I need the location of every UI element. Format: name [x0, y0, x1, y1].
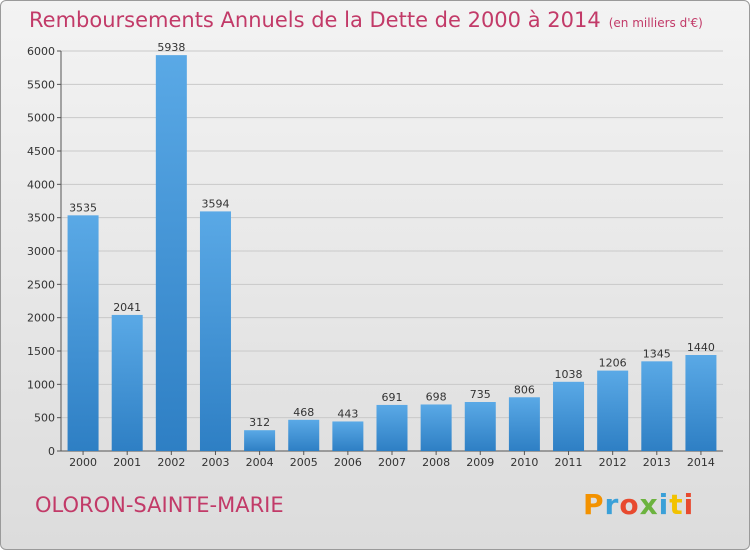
data-label-2008: 698: [426, 390, 447, 403]
axes: 0 500 1000 1500 2000 2500 3000 3500 4000 4500 5000…: [27, 45, 723, 469]
bar-2001: [111, 314, 143, 451]
x-tick-label: 2002: [157, 456, 185, 469]
y-tick-label: 5500: [27, 78, 55, 91]
y-tick-label: 4000: [27, 178, 55, 191]
data-label-2006: 443: [337, 407, 358, 420]
logo-letter: t: [669, 488, 684, 521]
bar-2013: [641, 361, 673, 451]
x-tick-label: 2007: [378, 456, 406, 469]
y-tick-label: 6000: [27, 45, 55, 58]
x-tick-label: 2004: [246, 456, 274, 469]
y-tick-label: 5000: [27, 112, 55, 125]
bar-2012: [597, 370, 629, 451]
x-tick-label: 2012: [599, 456, 627, 469]
data-label-2011: 1038: [555, 368, 583, 381]
bar-2002: [155, 55, 187, 452]
data-label-2010: 806: [514, 383, 535, 396]
bar-2003: [199, 211, 231, 451]
x-tick-label: 2014: [687, 456, 715, 469]
chart-title-text: Remboursements Annuels de la Dette de 20…: [29, 8, 601, 32]
bar-2008: [420, 404, 452, 451]
logo-letter: P: [583, 488, 605, 521]
chart-title: Remboursements Annuels de la Dette de 20…: [29, 8, 703, 32]
data-label-2013: 1345: [643, 347, 671, 360]
data-label-2003: 3594: [201, 197, 229, 210]
bar-2011: [553, 381, 585, 451]
logo-letter: o: [619, 488, 640, 521]
logo-letter: r: [604, 488, 620, 521]
data-label-2014: 1440: [687, 341, 715, 354]
bar-2007: [376, 404, 408, 451]
y-tick-label: 500: [34, 412, 55, 425]
y-tick-label: 2500: [27, 278, 55, 291]
data-label-2009: 735: [470, 388, 491, 401]
city-name: OLORON-SAINTE-MARIE: [35, 493, 284, 517]
y-tick-label: 1500: [27, 345, 55, 358]
chart-subtitle: (en milliers d'€): [608, 16, 703, 30]
bar-2006: [332, 421, 364, 451]
x-tick-label: 2010: [510, 456, 538, 469]
bars: [67, 55, 717, 452]
proxiti-logo: Proxiti: [583, 488, 694, 521]
logo-letter: i: [658, 488, 670, 521]
x-tick-label: 2000: [69, 456, 97, 469]
x-tick-label: 2009: [466, 456, 494, 469]
data-label-2004: 312: [249, 416, 270, 429]
bar-2014: [685, 355, 717, 451]
y-tick-label: 1000: [27, 378, 55, 391]
data-labels: 3535 2041 5938 3594 312 468 443 691 698 735 806 103…: [69, 41, 715, 429]
bar-2009: [464, 402, 496, 451]
bar-2004: [244, 430, 276, 451]
bar-2005: [288, 419, 320, 451]
y-tick-label: 2000: [27, 312, 55, 325]
data-label-2007: 691: [382, 391, 403, 404]
logo-letter: x: [639, 488, 659, 521]
y-tick-label: 3000: [27, 245, 55, 258]
y-tick-label: 0: [48, 445, 55, 458]
bar-2010: [508, 397, 540, 451]
data-label-2012: 1206: [599, 357, 627, 370]
logo-letter: i: [683, 488, 695, 521]
x-tick-label: 2008: [422, 456, 450, 469]
data-label-2000: 3535: [69, 201, 97, 214]
x-tick-label: 2003: [201, 456, 229, 469]
x-tick-label: 2011: [555, 456, 583, 469]
data-label-2002: 5938: [157, 41, 185, 54]
y-tick-label: 4500: [27, 145, 55, 158]
x-tick-label: 2013: [643, 456, 671, 469]
x-tick-label: 2005: [290, 456, 318, 469]
data-label-2005: 468: [293, 406, 314, 419]
x-tick-label: 2006: [334, 456, 362, 469]
y-tick-label: 3500: [27, 212, 55, 225]
x-tick-label: 2001: [113, 456, 141, 469]
data-label-2001: 2041: [113, 301, 141, 314]
bar-2000: [67, 215, 99, 451]
